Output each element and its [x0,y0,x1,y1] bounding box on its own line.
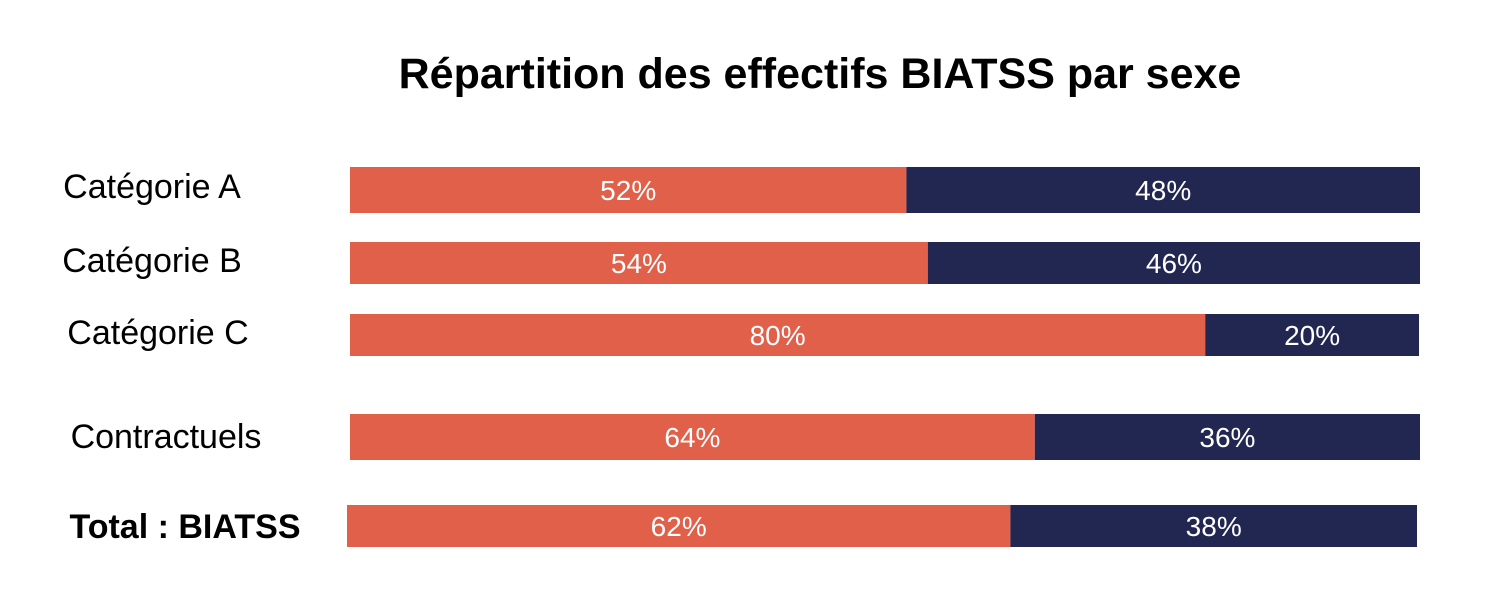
bar-segment-2 [906,167,1420,213]
data-label: 62% [651,511,707,542]
data-label: 52% [600,175,656,206]
data-label: 80% [750,320,806,351]
data-label: 20% [1284,320,1340,351]
category-label: Catégorie C [67,314,248,352]
category-label: Total : BIATSS [69,508,300,546]
data-label: 64% [664,422,720,453]
data-label: 54% [611,248,667,279]
bar-segment-2 [1205,314,1419,356]
data-label: 46% [1146,248,1202,279]
bar-segment-1 [347,505,1011,547]
bar-rows: Catégorie A 52% 48% Catégorie B 54% 46% Catégo… [62,167,1420,547]
category-label: Contractuels [71,418,262,456]
chart-title: Répartition des effectifs BIATSS par sex… [399,50,1242,98]
category-label: Catégorie B [62,242,242,280]
bar-segment-1 [350,414,1035,460]
bar-segment-2 [1010,505,1417,547]
category-label: Catégorie A [63,168,241,206]
data-label: 36% [1199,422,1255,453]
bar-segment-2 [1034,414,1420,460]
data-label: 48% [1135,175,1191,206]
bar-segment-1 [350,242,928,284]
bar-segment-1 [350,314,1206,356]
bar-segment-1 [350,167,907,213]
data-label: 38% [1186,511,1242,542]
bar-segment-2 [927,242,1420,284]
